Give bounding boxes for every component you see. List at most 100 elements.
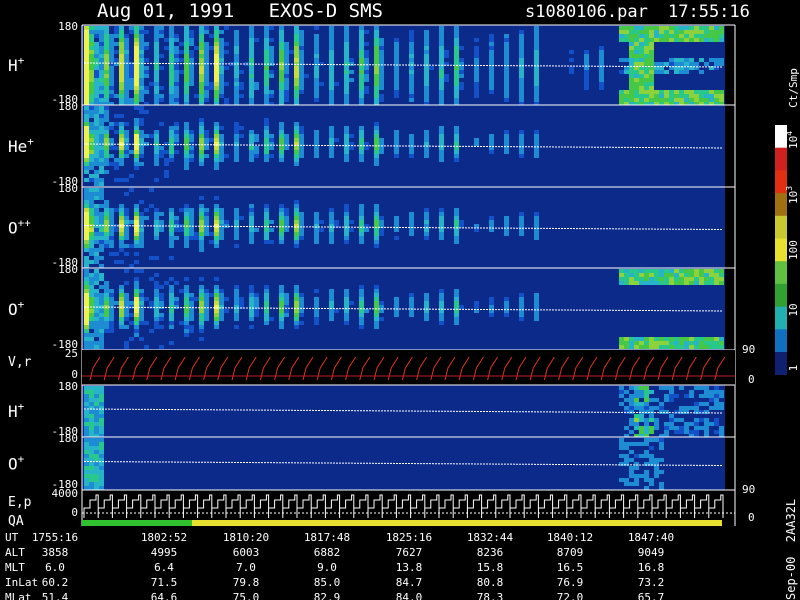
cell xyxy=(649,90,654,94)
cell xyxy=(359,46,364,50)
cell xyxy=(84,146,89,150)
cell xyxy=(169,285,174,289)
cell xyxy=(689,34,694,38)
cell xyxy=(534,26,539,30)
cell xyxy=(454,38,459,42)
cell xyxy=(99,158,104,162)
cell xyxy=(299,212,304,216)
cell xyxy=(279,240,284,244)
cell xyxy=(694,341,699,345)
cell xyxy=(659,486,664,490)
cell xyxy=(504,220,509,224)
cell xyxy=(674,66,679,70)
cell xyxy=(439,78,444,82)
cell xyxy=(279,126,284,130)
cell xyxy=(719,62,724,66)
cell xyxy=(159,297,164,301)
cell xyxy=(704,410,709,414)
cell xyxy=(409,134,414,138)
cell xyxy=(629,86,634,90)
cell xyxy=(294,244,299,248)
cell xyxy=(329,46,334,50)
cell xyxy=(294,162,299,166)
cell xyxy=(314,224,319,228)
cell xyxy=(534,98,539,102)
cell xyxy=(114,228,119,232)
cell xyxy=(359,30,364,34)
cell xyxy=(84,394,89,398)
cell xyxy=(584,74,589,78)
cell xyxy=(89,466,94,470)
cell xyxy=(649,446,654,450)
cell xyxy=(409,138,414,142)
y-top: 4000 xyxy=(52,487,79,500)
cell xyxy=(584,54,589,58)
cell xyxy=(704,62,709,66)
cell xyxy=(174,82,179,86)
cell xyxy=(669,30,674,34)
cell xyxy=(519,90,524,94)
cell xyxy=(214,42,219,46)
cell xyxy=(154,50,159,54)
cell xyxy=(629,98,634,102)
cell xyxy=(409,62,414,66)
cell xyxy=(359,289,364,293)
cell xyxy=(254,297,259,301)
cell xyxy=(374,78,379,82)
cell xyxy=(154,281,159,285)
cell xyxy=(214,240,219,244)
cell xyxy=(359,26,364,30)
cell xyxy=(119,293,124,297)
cell xyxy=(474,58,479,62)
cell xyxy=(99,466,104,470)
cell xyxy=(104,212,109,216)
cell xyxy=(344,98,349,102)
cell xyxy=(634,281,639,285)
cell xyxy=(184,240,189,244)
colorbar-segment xyxy=(775,147,787,171)
cell xyxy=(359,208,364,212)
cell xyxy=(654,341,659,345)
cell xyxy=(394,150,399,154)
cell xyxy=(344,236,349,240)
cell xyxy=(99,66,104,70)
cell xyxy=(94,50,99,54)
cell xyxy=(174,66,179,70)
cell xyxy=(179,321,184,325)
cell xyxy=(204,317,209,321)
cell xyxy=(659,273,664,277)
cell-value: 6.4 xyxy=(154,561,174,574)
cell xyxy=(519,66,524,70)
cell xyxy=(294,122,299,126)
cell xyxy=(329,102,334,106)
cell xyxy=(394,90,399,94)
cell-value: 73.2 xyxy=(638,576,665,589)
cell xyxy=(184,162,189,166)
cell xyxy=(459,70,464,74)
cell xyxy=(334,82,339,86)
cell xyxy=(439,46,444,50)
cell xyxy=(184,321,189,325)
cell xyxy=(84,220,89,224)
cell xyxy=(264,293,269,297)
cell xyxy=(709,38,714,42)
cell xyxy=(189,30,194,34)
cell xyxy=(454,293,459,297)
cell xyxy=(154,98,159,102)
cell xyxy=(704,430,709,434)
cell xyxy=(704,394,709,398)
cell xyxy=(199,58,204,62)
cell xyxy=(129,301,134,305)
cell xyxy=(409,30,414,34)
cell xyxy=(99,410,104,414)
cell xyxy=(169,220,174,224)
cell xyxy=(459,74,464,78)
cell xyxy=(534,46,539,50)
cell xyxy=(424,212,429,216)
cell xyxy=(119,309,124,313)
cell xyxy=(294,30,299,34)
cell xyxy=(219,74,224,78)
cell xyxy=(264,309,269,313)
cell xyxy=(279,293,284,297)
cell xyxy=(94,192,99,196)
